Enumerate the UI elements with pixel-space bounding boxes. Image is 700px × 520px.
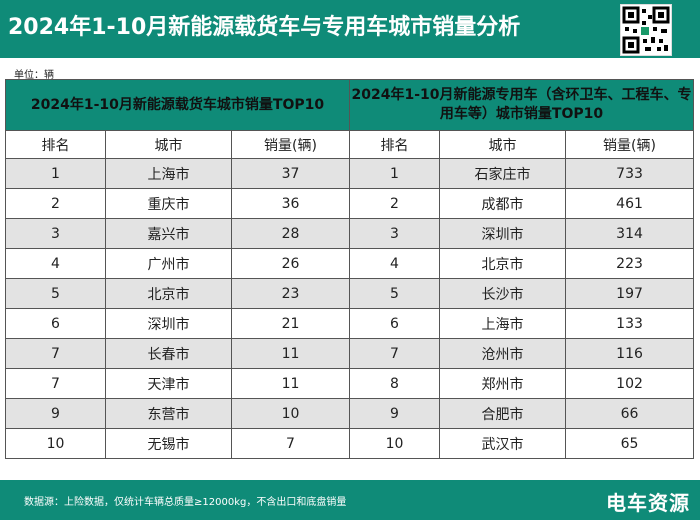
- left-rank-cell: 4: [5, 248, 106, 279]
- right-rank-cell: 10: [349, 428, 441, 459]
- left-sales-cell: 11: [230, 368, 351, 399]
- right-city-cell: 上海市: [439, 308, 567, 339]
- right-sales-cell: 733: [565, 158, 695, 189]
- brand-logo: 电车资源: [606, 491, 690, 515]
- table-row: 3 嘉兴市 28 3 深圳市 314: [5, 218, 695, 249]
- left-city-cell: 北京市: [105, 278, 232, 309]
- left-city-cell: 重庆市: [105, 188, 232, 219]
- left-sales-cell: 26: [230, 248, 351, 279]
- left-sales-cell: 23: [230, 278, 351, 309]
- left-city-cell: 天津市: [105, 368, 232, 399]
- column-header-sales: 销量(辆): [565, 130, 695, 159]
- right-city-cell: 石家庄市: [439, 158, 567, 189]
- page-footer: 数据源：上险数据，仅统计车辆总质量≥12000kg，不含出口和底盘销量 电车资源: [0, 480, 700, 520]
- left-sales-cell: 37: [230, 158, 351, 189]
- left-sales-cell: 10: [230, 398, 351, 429]
- right-city-cell: 郑州市: [439, 368, 567, 399]
- table-row: 7 长春市 11 7 沧州市 116: [5, 338, 695, 369]
- right-rank-cell: 8: [349, 368, 441, 399]
- qr-code-icon: [620, 4, 672, 56]
- right-rank-cell: 1: [349, 158, 441, 189]
- right-sales-cell: 461: [565, 188, 695, 219]
- left-sales-cell: 36: [230, 188, 351, 219]
- right-sales-cell: 314: [565, 218, 695, 249]
- table-row: 2 重庆市 36 2 成都市 461: [5, 188, 695, 219]
- page-header: 2024年1-10月新能源载货车与专用车城市销量分析: [0, 0, 700, 58]
- right-rank-cell: 6: [349, 308, 441, 339]
- right-rank-cell: 7: [349, 338, 441, 369]
- right-city-cell: 长沙市: [439, 278, 567, 309]
- right-sales-cell: 116: [565, 338, 695, 369]
- table-row: 10 无锡市 7 10 武汉市 65: [5, 428, 695, 459]
- right-sales-cell: 133: [565, 308, 695, 339]
- left-sales-cell: 7: [230, 428, 351, 459]
- right-sales-cell: 65: [565, 428, 695, 459]
- left-rank-cell: 7: [5, 338, 106, 369]
- left-rank-cell: 7: [5, 368, 106, 399]
- right-city-cell: 北京市: [439, 248, 567, 279]
- page-title: 2024年1-10月新能源载货车与专用车城市销量分析: [8, 15, 521, 40]
- left-rank-cell: 2: [5, 188, 106, 219]
- left-table-title: 2024年1-10月新能源载货车城市销量TOP10: [4, 79, 351, 131]
- left-rank-cell: 10: [5, 428, 106, 459]
- right-city-cell: 深圳市: [439, 218, 567, 249]
- left-rank-cell: 5: [5, 278, 106, 309]
- column-header-sales: 销量(辆): [230, 130, 351, 159]
- right-city-cell: 合肥市: [439, 398, 567, 429]
- left-rank-cell: 6: [5, 308, 106, 339]
- left-city-cell: 嘉兴市: [105, 218, 232, 249]
- column-header-city: 城市: [105, 130, 232, 159]
- right-sales-cell: 223: [565, 248, 695, 279]
- column-header-rank: 排名: [5, 130, 106, 159]
- left-city-cell: 无锡市: [105, 428, 232, 459]
- left-sales-cell: 11: [230, 338, 351, 369]
- left-rank-cell: 9: [5, 398, 106, 429]
- left-rank-cell: 1: [5, 158, 106, 189]
- table-row: 1 上海市 37 1 石家庄市 733: [5, 158, 695, 189]
- table-row: 7 天津市 11 8 郑州市 102: [5, 368, 695, 399]
- column-header-city: 城市: [439, 130, 567, 159]
- table-row: 4 广州市 26 4 北京市 223: [5, 248, 695, 279]
- right-sales-cell: 102: [565, 368, 695, 399]
- left-city-cell: 广州市: [105, 248, 232, 279]
- column-header-rank: 排名: [349, 130, 441, 159]
- left-city-cell: 深圳市: [105, 308, 232, 339]
- right-city-cell: 沧州市: [439, 338, 567, 369]
- left-city-cell: 东营市: [105, 398, 232, 429]
- table-row: 9 东营市 10 9 合肥市 66: [5, 398, 695, 429]
- right-table-title: 2024年1-10月新能源专用车（含环卫车、工程车、专用车等）城市销量TOP10: [349, 79, 695, 131]
- right-rank-cell: 5: [349, 278, 441, 309]
- right-rank-cell: 9: [349, 398, 441, 429]
- left-sales-cell: 28: [230, 218, 351, 249]
- left-sales-cell: 21: [230, 308, 351, 339]
- right-sales-cell: 197: [565, 278, 695, 309]
- data-source-note: 数据源：上险数据，仅统计车辆总质量≥12000kg，不含出口和底盘销量: [24, 497, 347, 508]
- unit-label: 单位：辆: [14, 70, 54, 81]
- right-rank-cell: 3: [349, 218, 441, 249]
- table-row: 6 深圳市 21 6 上海市 133: [5, 308, 695, 339]
- left-city-cell: 上海市: [105, 158, 232, 189]
- right-sales-cell: 66: [565, 398, 695, 429]
- right-rank-cell: 2: [349, 188, 441, 219]
- sales-table: 2024年1-10月新能源载货车城市销量TOP10 2024年1-10月新能源专…: [4, 79, 695, 459]
- right-city-cell: 成都市: [439, 188, 567, 219]
- table-row: 5 北京市 23 5 长沙市 197: [5, 278, 695, 309]
- left-city-cell: 长春市: [105, 338, 232, 369]
- left-rank-cell: 3: [5, 218, 106, 249]
- right-city-cell: 武汉市: [439, 428, 567, 459]
- right-rank-cell: 4: [349, 248, 441, 279]
